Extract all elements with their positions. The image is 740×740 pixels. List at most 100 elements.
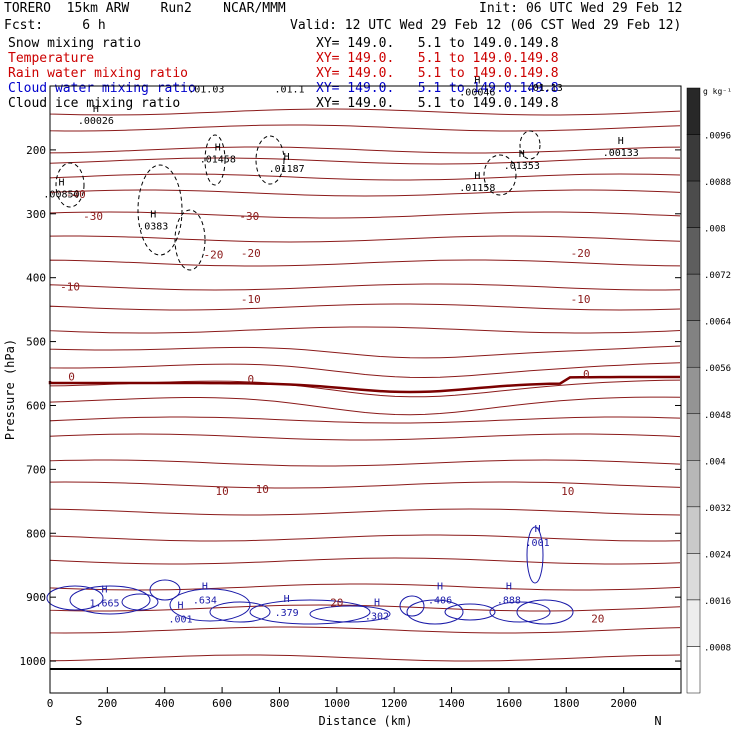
ice-max-label: .01158 [459,183,495,194]
temperature-label: -30 [83,210,103,223]
cloud-water-contour [526,526,544,584]
temperature-isoline [49,173,681,181]
ice-max-marker: H [93,104,99,115]
y-tick-label: 700 [26,463,46,476]
temperature-isoline [49,283,681,291]
temperature-isoline [49,416,681,424]
x-tick-label: 1000 [324,697,351,710]
temperature-label: 10 [215,485,228,498]
x-tick-label: 200 [97,697,117,710]
ice-max-label: .00133 [603,148,639,159]
colorbar-segment [686,553,701,601]
ice-max-marker: H [519,149,525,160]
ice-contour [174,209,206,271]
colorbar-label: .0096 [704,132,731,142]
colorbar-label: .0088 [704,178,731,188]
temperature-isoline [49,157,681,165]
ice-contours [55,130,541,271]
cloud-water-max-label: .001 [526,538,550,549]
y-tick-label: 200 [26,144,46,157]
cloud-water-max-label: .379 [275,608,299,619]
temperature-label: -10 [241,293,261,306]
y-tick-label: 1000 [20,655,47,668]
colorbar-label: .0064 [704,318,731,328]
ice-max-label: .00046 [459,87,495,98]
ice-contour [483,154,517,196]
ice-max-label: .01353 [504,161,540,172]
field-name-2: Rain water mixing ratio [8,66,189,81]
field-xy-0: XY= 149.0. 5.1 to 149.0.149.8 [316,36,559,51]
cloud-water-contour [516,599,574,625]
y-tick-label: 500 [26,336,46,349]
ice-max-marker: H [58,178,64,189]
field-xy-3: XY= 149.0. 5.1 to 149.0.149.8 [316,81,559,96]
x-tick-label: 600 [212,697,232,710]
y-tick-label: 900 [26,591,46,604]
x-tick-label: 2000 [610,697,637,710]
temperature-label: 0 [583,368,590,381]
cloud-water-max-label: .302 [365,611,389,622]
colorbar-segment [686,646,701,694]
init-line: Init: 06 UTC Wed 29 Feb 12 [479,1,683,16]
fcst-line: Fcst: 6 h [4,18,106,33]
y-tick-label: 300 [26,208,46,221]
x-axis-label: Distance (km) [319,714,413,728]
valid-line: Valid: 12 UTC Wed 29 Feb 12 (06 CST Wed … [290,18,682,33]
temperature-label: 20 [591,613,604,626]
temperature-isoline [49,626,681,634]
cloud-water-max-marker: H [202,581,208,592]
colorbar-segment [686,413,701,461]
temperature-label: 0 [68,371,75,384]
temperature-isoline [49,583,681,591]
temperature-isoline [49,654,681,662]
field-xy-2: XY= 149.0. 5.1 to 149.0.149.8 [316,66,559,81]
ice-top-label: .01.1 [274,84,304,95]
cloud-water-max-marker: H [506,581,512,592]
ice-max-label: .01187 [269,164,305,175]
ice-max-marker: H [284,152,290,163]
colorbar-segment [686,273,701,321]
cloud-water-max-marker: H [437,581,443,592]
colorbar-segment [686,320,701,368]
plot-frame [49,85,682,694]
ice-max-marker: H [474,75,480,86]
ice-top-label: .01.13 [527,83,563,94]
ice-contour [55,162,85,208]
temperature-label: 10 [256,483,269,496]
temperature-isoline [49,189,681,197]
temperature-isoline [49,557,681,565]
colorbar-segment [686,134,701,182]
ice-contour [255,135,285,185]
x-tick-label: 1200 [381,697,408,710]
ice-max-label: .00850 [43,190,79,201]
temperature-isoline [49,326,681,334]
temperature-label: 20 [330,597,343,610]
colorbar-label: .0032 [704,504,731,514]
temperature-isoline [49,211,681,219]
cloud-water-contour [399,595,425,617]
cloud-water-max-label: .888 [497,595,521,606]
x-tick-label: 1800 [553,697,580,710]
y-tick-label: 800 [26,527,46,540]
ice-contour [204,134,226,186]
colorbar-segment [686,180,701,228]
temperature-label: -20 [571,247,591,260]
temperature-isoline [49,459,681,467]
y-tick-label: 400 [26,272,46,285]
cloud-water-max-marker: H [284,594,290,605]
y-tick-label: 600 [26,399,46,412]
temperature-isoline [49,433,681,441]
cloud-water-contour [46,585,104,611]
ice-max-label: .0383 [138,222,168,233]
temperature-isoline [49,108,681,116]
colorbar-label: .0016 [704,597,731,607]
temperature-isoline [49,534,681,542]
temperature-isoline [49,146,681,154]
temperature-isoline [49,345,681,359]
colorbar-segment [686,227,701,275]
colorbar-label: .0008 [704,643,731,653]
colorbar-label: .0048 [704,411,731,421]
y-axis-label: Pressure (hPa) [3,339,17,440]
temperature-contours [48,108,681,662]
